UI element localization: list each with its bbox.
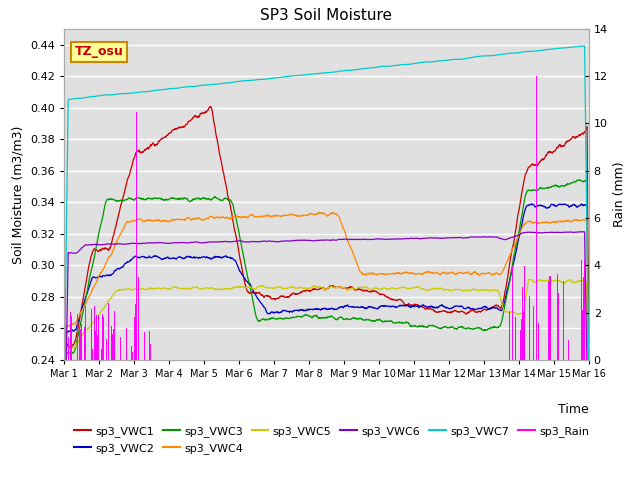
- Y-axis label: Soil Moisture (m3/m3): Soil Moisture (m3/m3): [12, 125, 24, 264]
- Text: Time: Time: [558, 403, 589, 416]
- Legend: sp3_VWC1, sp3_VWC2, sp3_VWC3, sp3_VWC4, sp3_VWC5, sp3_VWC6, sp3_VWC7, sp3_Rain: sp3_VWC1, sp3_VWC2, sp3_VWC3, sp3_VWC4, …: [70, 422, 594, 458]
- Title: SP3 Soil Moisture: SP3 Soil Moisture: [260, 9, 392, 24]
- Text: TZ_osu: TZ_osu: [74, 46, 124, 59]
- Y-axis label: Rain (mm): Rain (mm): [613, 162, 627, 227]
